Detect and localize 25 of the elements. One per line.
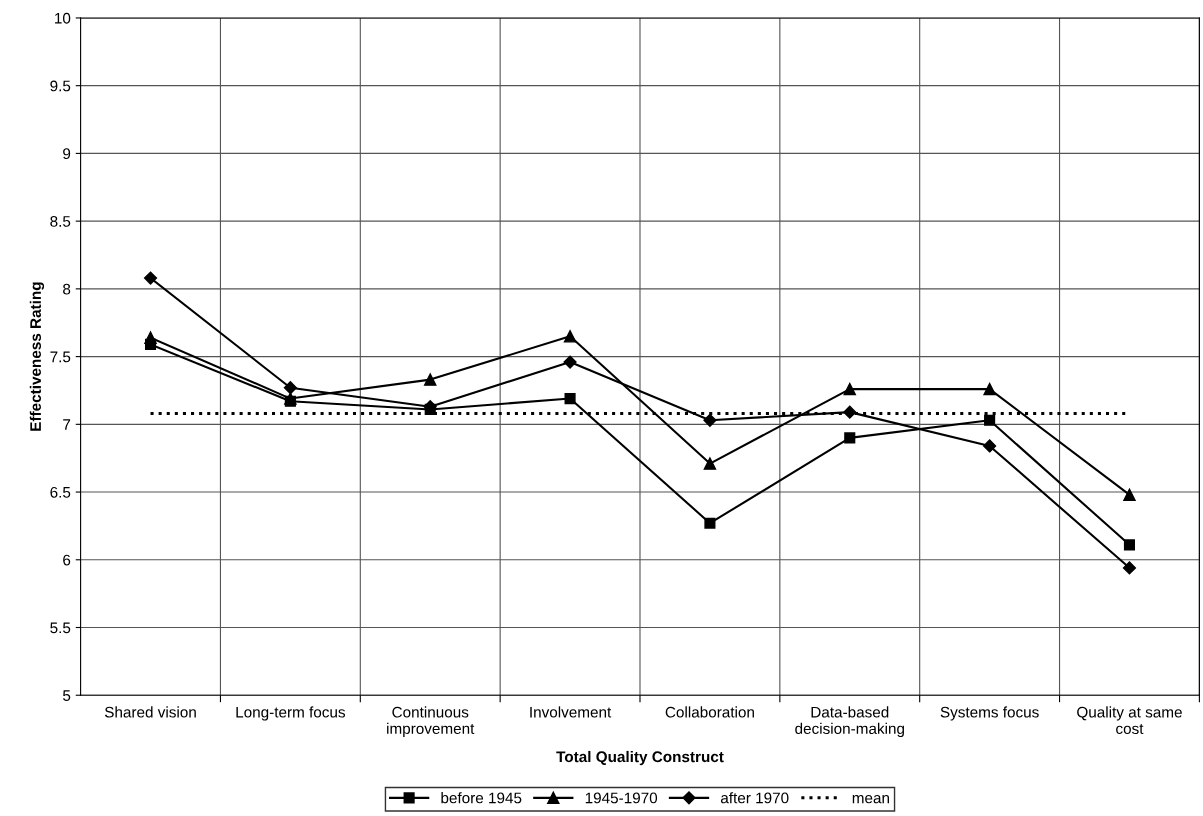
y-tick-label: 9: [63, 148, 71, 160]
y-tick-label: 5: [62, 690, 71, 701]
y-tick-label: 8.5: [50, 216, 71, 227]
y-tick-label: 7: [63, 419, 71, 430]
y-tick-label: 9.5: [50, 80, 71, 92]
y-tick-label: 7.5: [50, 351, 71, 363]
legend-label: mean: [852, 794, 889, 804]
x-tick-label: Quality at same cost: [1077, 706, 1182, 735]
y-tick-label: 10: [55, 12, 71, 24]
x-tick-label: Data-based decision-making: [795, 706, 904, 738]
legend-label: 1945-1970: [585, 792, 658, 804]
legend-label: before 1945: [441, 792, 522, 804]
legend-label: after 1970: [720, 792, 789, 804]
x-tick-label: Shared vision: [104, 706, 196, 718]
x-axis-title: Total Quality Construct: [556, 750, 724, 766]
y-axis-title: Effectiveness Rating: [29, 282, 45, 431]
y-tick-label: 5.5: [50, 622, 71, 634]
x-tick-label: Long-term focus: [236, 706, 346, 721]
y-tick-label: 8: [63, 283, 71, 295]
x-tick-label: Systems focus: [940, 706, 1039, 721]
x-tick-label: Involvement: [530, 706, 612, 718]
x-tick-label: Collaboration: [665, 706, 754, 718]
y-tick-label: 6.5: [50, 486, 71, 498]
y-tick-label: 6: [63, 554, 71, 566]
x-tick-label: Continuous improvement: [387, 706, 475, 738]
